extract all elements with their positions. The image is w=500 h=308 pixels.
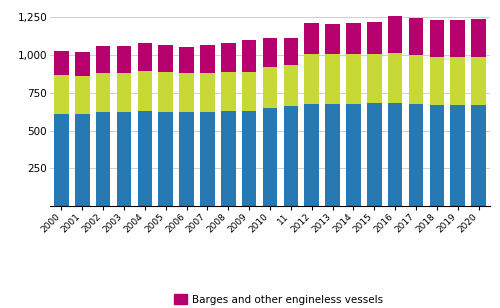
Bar (242, 72, 256, 111)
Bar (75, 51, 90, 75)
Bar (408, 55, 424, 103)
Bar (75, 75, 90, 114)
Bar (304, 23, 319, 54)
Bar (138, 43, 152, 71)
Bar (96, 73, 110, 112)
Bar (221, 111, 236, 206)
Bar (116, 46, 132, 73)
Bar (450, 105, 465, 206)
Bar (430, 105, 444, 206)
Bar (408, 103, 424, 206)
Bar (54, 114, 69, 206)
Bar (471, 57, 486, 105)
Bar (430, 20, 444, 57)
Bar (388, 103, 402, 206)
Bar (450, 57, 465, 105)
Bar (284, 38, 298, 65)
Bar (346, 23, 360, 54)
Bar (262, 67, 278, 108)
Bar (96, 112, 110, 206)
Bar (450, 20, 465, 57)
Legend: Barges and other engineless vessels, Small vessels, Regular merchant fleet: Barges and other engineless vessels, Sma… (174, 294, 383, 308)
Bar (304, 103, 319, 206)
Bar (116, 73, 132, 112)
Bar (54, 51, 69, 75)
Bar (138, 71, 152, 111)
Bar (221, 43, 236, 72)
Bar (388, 16, 402, 53)
Bar (471, 19, 486, 57)
Bar (326, 54, 340, 104)
Bar (180, 112, 194, 206)
Bar (138, 111, 152, 206)
Bar (200, 112, 214, 206)
Bar (430, 57, 444, 105)
Bar (200, 73, 214, 112)
Bar (180, 73, 194, 112)
Bar (284, 65, 298, 106)
Bar (221, 72, 236, 111)
Bar (158, 112, 173, 206)
Bar (326, 104, 340, 206)
Bar (262, 108, 278, 206)
Bar (180, 47, 194, 73)
Bar (54, 75, 69, 114)
Bar (471, 105, 486, 206)
Bar (346, 103, 360, 206)
Bar (346, 54, 360, 103)
Bar (326, 24, 340, 54)
Bar (388, 53, 402, 103)
Bar (75, 114, 90, 206)
Bar (304, 54, 319, 103)
Bar (367, 22, 382, 54)
Bar (200, 45, 214, 73)
Bar (367, 54, 382, 103)
Bar (408, 18, 424, 55)
Bar (242, 39, 256, 72)
Bar (262, 38, 278, 67)
Bar (116, 112, 132, 206)
Bar (158, 45, 173, 72)
Bar (158, 72, 173, 112)
Bar (367, 103, 382, 206)
Bar (96, 46, 110, 73)
Bar (242, 111, 256, 206)
Bar (284, 106, 298, 206)
